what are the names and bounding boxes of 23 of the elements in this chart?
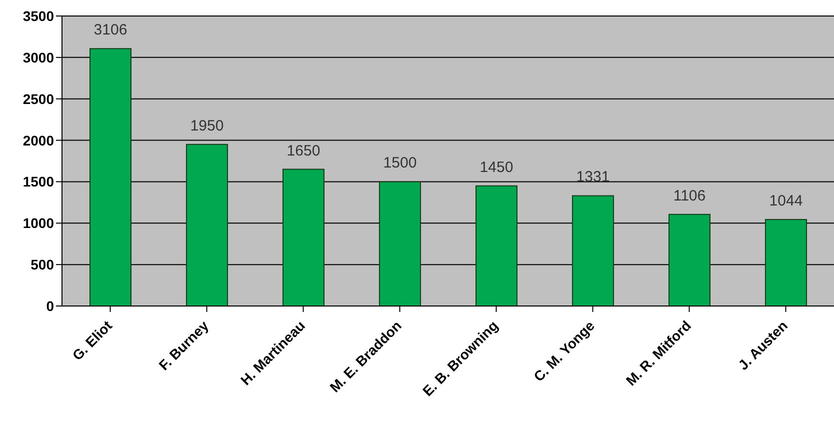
data-label: 1500 bbox=[383, 154, 417, 172]
data-label: 1950 bbox=[190, 117, 224, 134]
bar bbox=[378, 181, 421, 306]
bar bbox=[668, 214, 710, 306]
y-tick-label: 0 bbox=[46, 298, 54, 314]
bar bbox=[764, 218, 807, 306]
y-tick-label: 2500 bbox=[22, 90, 54, 107]
bar bbox=[89, 48, 132, 306]
bar bbox=[572, 195, 614, 306]
bar bbox=[475, 185, 518, 306]
y-tick-label: 3000 bbox=[22, 49, 54, 66]
y-tick-label: 1500 bbox=[22, 174, 54, 190]
data-label: 3106 bbox=[94, 22, 128, 39]
bar bbox=[282, 168, 324, 306]
y-tick-label: 2000 bbox=[22, 132, 54, 148]
data-label: 1106 bbox=[673, 187, 706, 204]
y-tick-label: 500 bbox=[30, 256, 54, 273]
y-tick-label: 3500 bbox=[22, 8, 54, 24]
y-tick-label: 1000 bbox=[22, 215, 54, 232]
bar bbox=[186, 144, 228, 306]
data-label: 1450 bbox=[480, 158, 514, 176]
data-label: 1650 bbox=[286, 142, 320, 160]
data-label: 1044 bbox=[769, 192, 803, 210]
